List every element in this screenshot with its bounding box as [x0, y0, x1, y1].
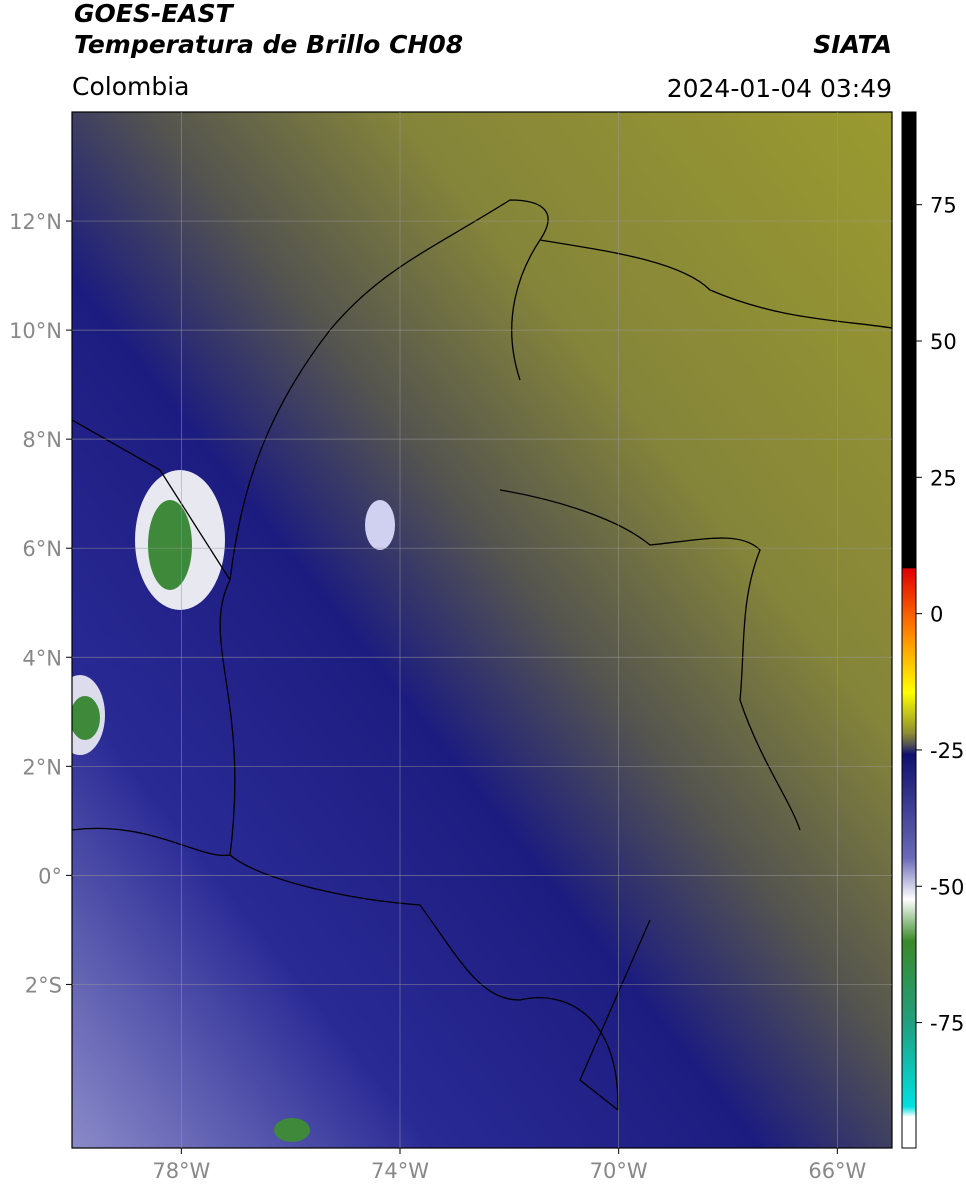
- colorbar-tick-label: -75: [930, 1012, 964, 1036]
- colorbar-tick-label: -25: [930, 739, 964, 763]
- region: Colombia: [72, 72, 189, 101]
- source: SIATA: [813, 30, 892, 59]
- colorbar-tick-label: 25: [930, 466, 957, 490]
- colorbar-tick-label: 0: [930, 603, 943, 627]
- y-tick-label: 12°N: [9, 210, 62, 234]
- timestamp: 2024-01-04 03:49: [667, 74, 892, 103]
- x-tick-label: 78°W: [152, 1159, 210, 1183]
- satellite-image: [72, 112, 892, 1148]
- map-frame: [71, 111, 893, 1149]
- y-tick-label: 6°N: [22, 537, 62, 561]
- y-tick-label: 0°: [38, 864, 62, 888]
- colorbar: [901, 111, 917, 1149]
- colorbar-tick-label: 50: [930, 330, 957, 354]
- y-tick-label: 10°N: [9, 319, 62, 343]
- subtitle: Temperatura de Brillo CH08: [74, 30, 463, 59]
- colorbar-tick-label: 75: [930, 194, 957, 218]
- y-tick-label: 2°N: [22, 755, 62, 779]
- y-tick-label: 4°N: [22, 646, 62, 670]
- colorbar-tick-label: -50: [930, 875, 964, 899]
- x-tick-label: 66°W: [808, 1159, 866, 1183]
- y-tick-label: 2°S: [25, 973, 62, 997]
- x-tick-label: 74°W: [371, 1159, 429, 1183]
- x-tick-label: 70°W: [590, 1159, 648, 1183]
- y-tick-label: 8°N: [22, 428, 62, 452]
- title: GOES-EAST: [74, 0, 235, 28]
